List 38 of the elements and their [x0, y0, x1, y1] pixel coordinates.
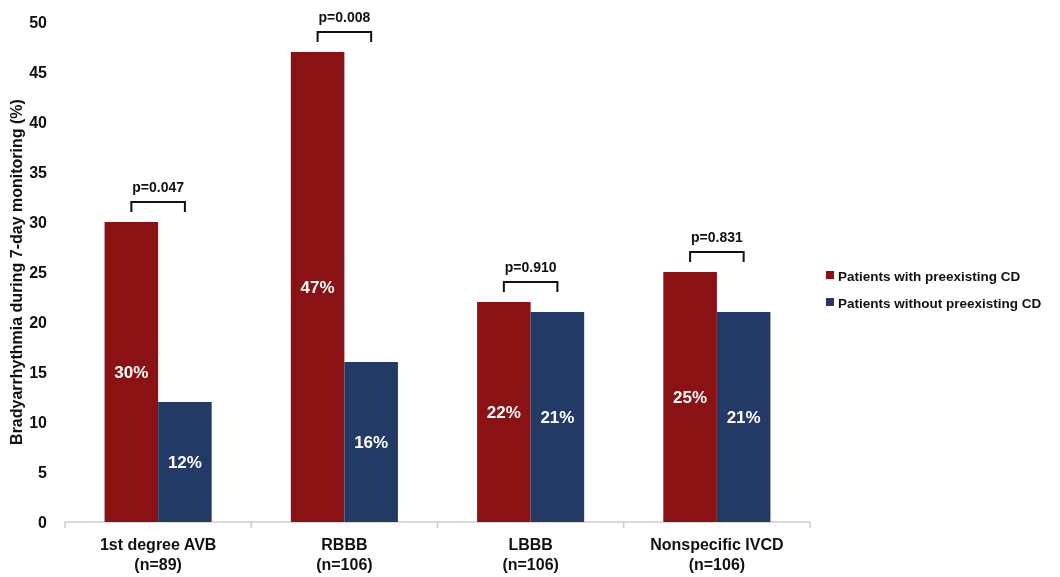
data-label: 12% — [167, 453, 202, 472]
y-tick-label: 5 — [38, 464, 48, 481]
x-tick-label: Nonspecific IVCD (n=106) — [650, 536, 784, 573]
y-tick-label: 45 — [29, 64, 48, 81]
data-label: 30% — [114, 363, 149, 382]
annotation: p=0.008 — [318, 9, 371, 25]
bar — [477, 302, 531, 522]
y-tick-label: 50 — [29, 14, 48, 31]
data-label: 25% — [673, 388, 708, 407]
data-label: 21% — [540, 408, 575, 427]
bar — [290, 52, 345, 522]
bar — [530, 312, 585, 522]
annotation: p=0.831 — [690, 229, 743, 245]
annotation: p=0.047 — [132, 179, 185, 195]
x-tick-label: RBBB (n=106) — [316, 536, 373, 573]
annotation: p=0.910 — [504, 259, 557, 275]
legend-label: Patients with preexisting CD — [838, 269, 1021, 284]
y-axis-title: Bradyarrhythmia during 7-day monitoring (%) — [8, 99, 25, 445]
y-tick-label: 35 — [29, 164, 48, 181]
y-tick-label: 15 — [29, 364, 48, 381]
bar — [344, 362, 398, 522]
y-tick-label: 40 — [29, 114, 48, 131]
y-tick-label: 20 — [29, 314, 48, 331]
y-tick-label: 0 — [38, 514, 48, 531]
bar — [663, 272, 717, 522]
y-tick-label: 25 — [29, 264, 48, 281]
bar — [104, 222, 159, 522]
y-tick-label: 10 — [29, 414, 48, 431]
data-label: 21% — [726, 408, 761, 427]
bar — [716, 312, 771, 522]
data-label: 16% — [354, 433, 389, 452]
data-label: 47% — [300, 278, 335, 297]
y-tick-label: 30 — [29, 214, 48, 231]
x-tick-label: LBBB (n=106) — [502, 536, 559, 573]
bar — [158, 402, 212, 522]
data-label: 22% — [486, 403, 521, 422]
legend-label: Patients without preexisting CD — [838, 296, 1042, 311]
x-tick-label: 1st degree AVB (n=89) — [99, 536, 217, 573]
